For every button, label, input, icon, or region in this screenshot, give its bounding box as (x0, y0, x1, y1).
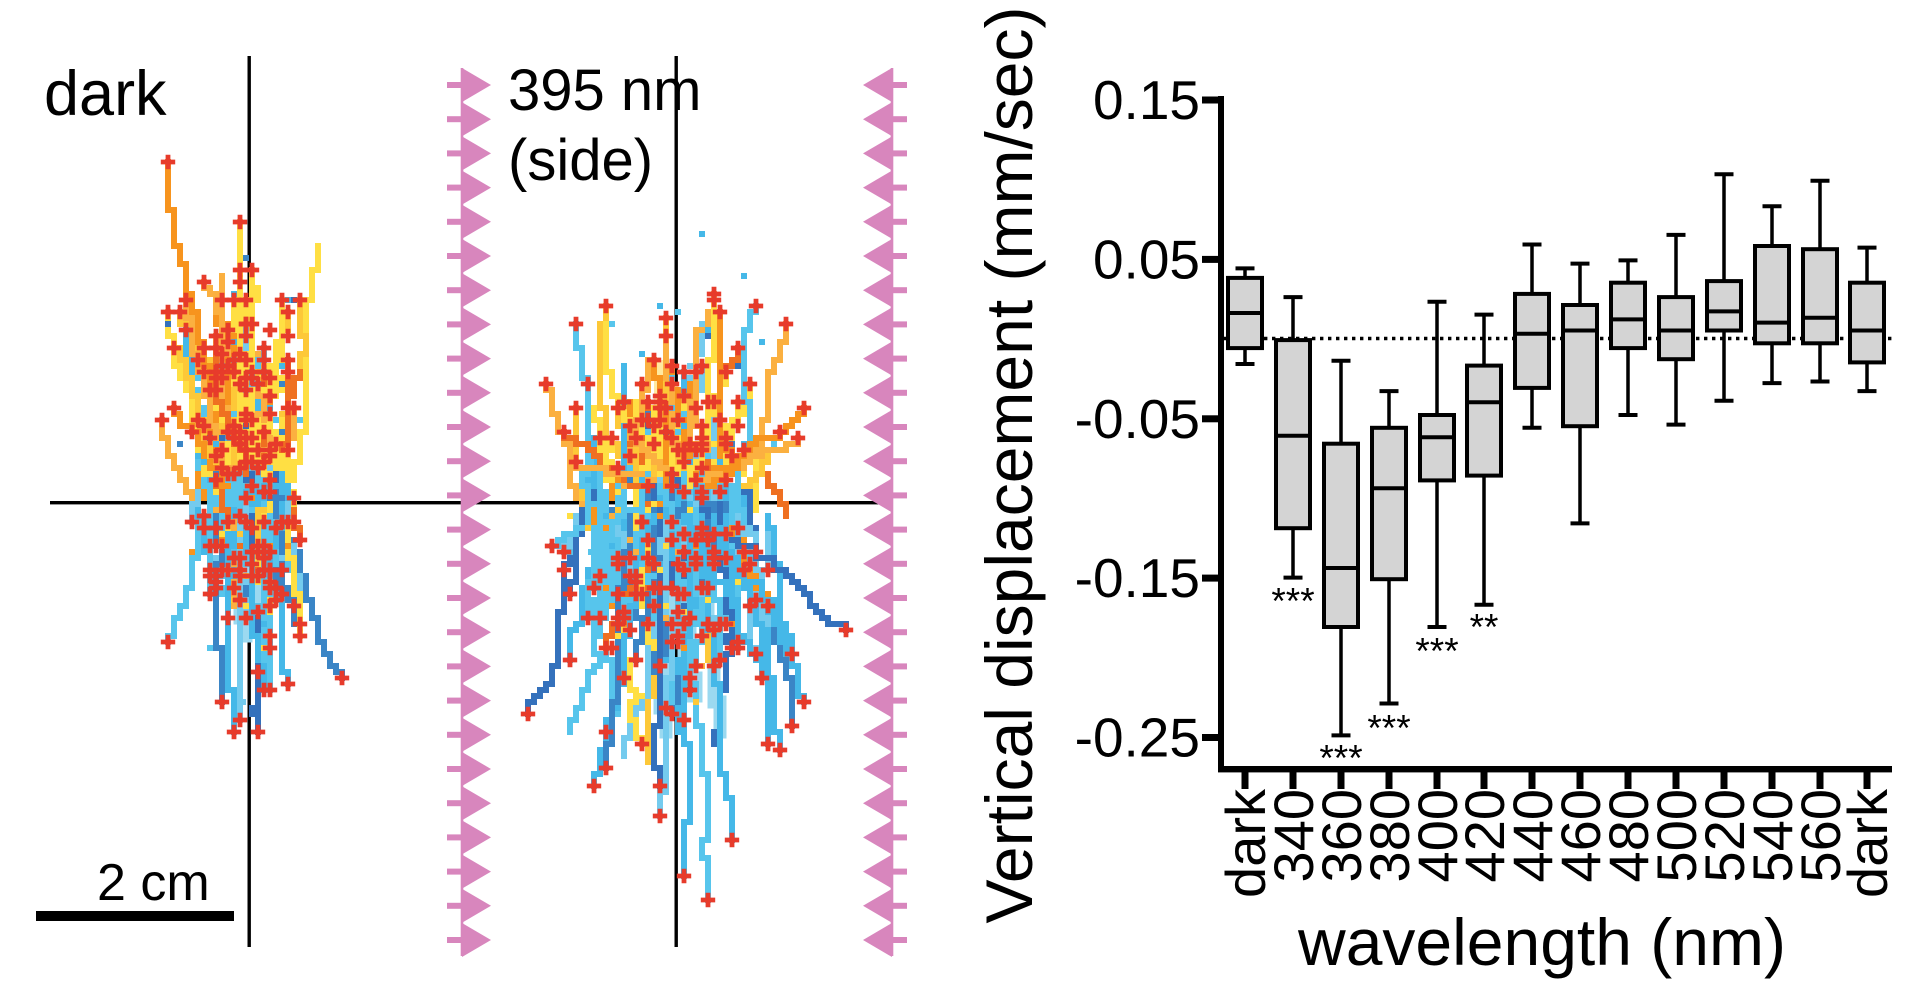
svg-text:380: 380 (1358, 789, 1421, 882)
svg-text:Vertical displacement (mm/sec): Vertical displacement (mm/sec) (972, 7, 1046, 924)
svg-text:***: *** (1319, 738, 1362, 779)
svg-text:420: 420 (1453, 789, 1516, 882)
svg-text:340: 340 (1262, 789, 1325, 882)
svg-text:0.05: 0.05 (1093, 228, 1200, 290)
svg-text:dark: dark (1214, 788, 1277, 898)
svg-text:-0.25: -0.25 (1075, 707, 1200, 769)
svg-text:400: 400 (1406, 789, 1469, 882)
svg-text:360: 360 (1310, 789, 1373, 882)
svg-text:wavelength (nm): wavelength (nm) (1297, 905, 1786, 979)
svg-text:500: 500 (1645, 789, 1708, 882)
svg-text:520: 520 (1693, 789, 1756, 882)
svg-text:(side): (side) (508, 128, 653, 193)
svg-text:**: ** (1470, 607, 1499, 648)
svg-text:dark: dark (1836, 788, 1899, 898)
svg-text:-0.15: -0.15 (1075, 547, 1200, 609)
svg-text:dark: dark (44, 59, 167, 129)
svg-text:2 cm: 2 cm (97, 854, 210, 912)
svg-text:560: 560 (1789, 789, 1852, 882)
svg-text:395 nm: 395 nm (508, 58, 701, 123)
svg-text:480: 480 (1597, 789, 1660, 882)
svg-text:0.15: 0.15 (1093, 69, 1200, 131)
svg-text:***: *** (1367, 708, 1410, 749)
svg-text:***: *** (1415, 631, 1458, 672)
svg-text:540: 540 (1741, 789, 1804, 882)
svg-text:460: 460 (1549, 789, 1612, 882)
svg-text:***: *** (1271, 581, 1314, 622)
svg-text:440: 440 (1501, 789, 1564, 882)
svg-text:-0.05: -0.05 (1075, 388, 1200, 450)
